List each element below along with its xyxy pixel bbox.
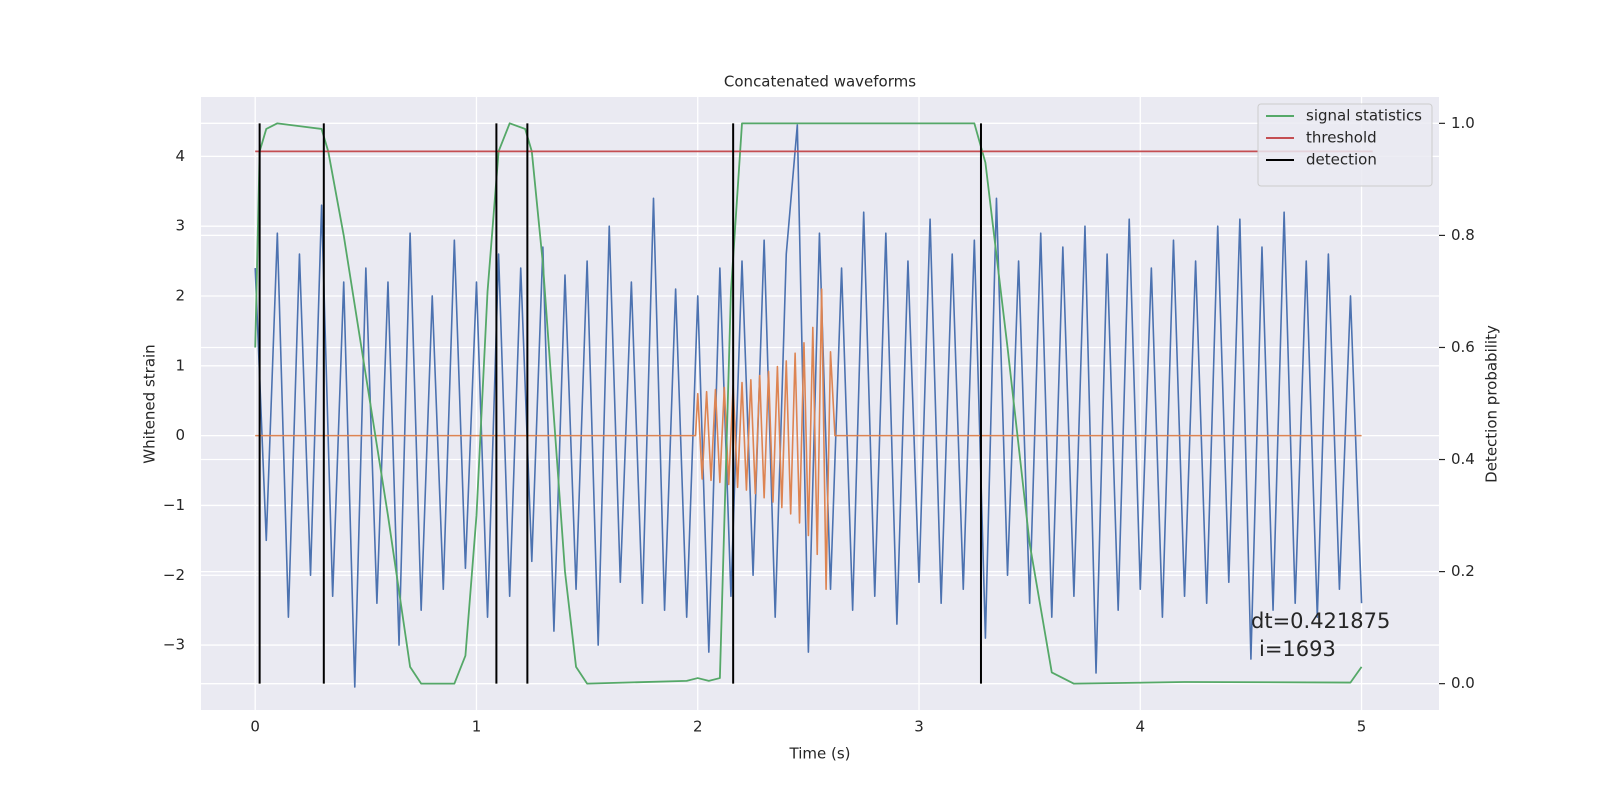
y2-tick-label: 0.6: [1451, 338, 1475, 356]
x-tick-label: 4: [1136, 718, 1146, 736]
y-tick-label: 3: [175, 217, 185, 235]
x-tick-label: 5: [1357, 718, 1367, 736]
x-tick-label: 2: [693, 718, 703, 736]
y2-tick-label: 1.0: [1451, 114, 1475, 132]
y-tick-label: 0: [175, 426, 185, 444]
legend-label: threshold: [1306, 129, 1377, 147]
chart-title: Concatenated waveforms: [724, 73, 916, 91]
marks: [254, 122, 1373, 688]
y2-tick-label: 0.4: [1451, 450, 1475, 468]
y-tick-label: −2: [163, 566, 185, 584]
legend-label: signal statistics: [1306, 107, 1422, 125]
y2-tick-label: 0.8: [1451, 226, 1475, 244]
y-tick-label: 2: [175, 286, 185, 304]
x-axis-label: Time (s): [789, 745, 851, 763]
waveform-line: [255, 288, 1362, 591]
y-tick-label: −3: [163, 636, 185, 654]
waveform-line: [254, 124, 1363, 688]
legend-box: [1257, 103, 1433, 187]
ticks: 0 1 2 3 4 5 −3 −2 −1 0 1 2 3 4 0.0 0.2 0.4 0.6 0.8 1.0: [163, 114, 1475, 736]
y-tick-label: 4: [175, 147, 185, 165]
annotation: dt=0.421875: [1251, 609, 1390, 633]
y2-tick-label: 0.0: [1451, 674, 1475, 692]
y-axis-label: Whitened strain: [141, 344, 159, 463]
x-tick-label: 3: [914, 718, 924, 736]
legend: signal statistics threshold detection: [1257, 103, 1433, 187]
annotation: i=1693: [1259, 637, 1336, 661]
x-tick-label: 1: [472, 718, 482, 736]
legend-label: detection: [1306, 151, 1377, 169]
y2-axis-label: Detection probability: [1483, 325, 1501, 483]
y2-tick-label: 0.2: [1451, 562, 1475, 580]
series-line: [254, 122, 1363, 685]
y-tick-label: −1: [163, 496, 185, 514]
x-tick-label: 0: [250, 718, 260, 736]
y-tick-label: 1: [175, 356, 185, 374]
